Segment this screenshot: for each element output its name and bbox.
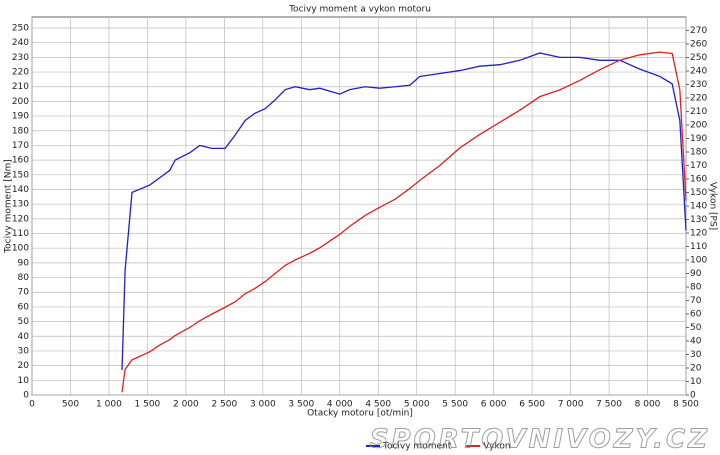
x-tick-label: 1 000 bbox=[96, 400, 122, 410]
y-tick-label: 40 bbox=[18, 332, 30, 342]
y2-tick-label: 150 bbox=[690, 188, 707, 198]
y2-tick-label: 90 bbox=[690, 269, 702, 279]
y2-tick-label: 270 bbox=[690, 26, 707, 36]
chart-title: Tocivy moment a vykon motoru bbox=[288, 5, 431, 15]
y-tick-label: 170 bbox=[12, 141, 29, 151]
y-tick-label: 60 bbox=[18, 302, 30, 312]
y2-tick-label: 50 bbox=[690, 323, 702, 333]
y-tick-label: 0 bbox=[23, 391, 29, 401]
y-tick-label: 240 bbox=[12, 38, 29, 48]
y2-tick-label: 30 bbox=[690, 350, 702, 360]
plot-area bbox=[31, 16, 687, 396]
y-tick-label: 220 bbox=[12, 68, 29, 78]
y-tick-label: 10 bbox=[18, 376, 30, 386]
y2-tick-label: 110 bbox=[690, 242, 707, 252]
y2-tick-label: 20 bbox=[690, 364, 702, 374]
y2-tick-label: 0 bbox=[690, 391, 696, 401]
x-tick-label: 5 000 bbox=[404, 400, 430, 410]
y-tick-label: 80 bbox=[18, 273, 30, 283]
y-tick-label: 180 bbox=[12, 126, 29, 136]
y2-tick-label: 10 bbox=[690, 377, 702, 387]
y2-tick-label: 250 bbox=[690, 53, 707, 63]
x-tick-label: 4 500 bbox=[365, 400, 391, 410]
y-tick-label: 250 bbox=[12, 24, 29, 34]
x-tick-label: 6 500 bbox=[519, 400, 545, 410]
x-tick-label: 4 000 bbox=[327, 400, 353, 410]
y2-tick-label: 70 bbox=[690, 296, 702, 306]
legend-label: Tocivy moment bbox=[382, 442, 452, 452]
y-tick-label: 30 bbox=[18, 346, 30, 356]
series-line bbox=[121, 52, 687, 371]
y-tick-label: 160 bbox=[12, 156, 29, 166]
x-tick-label: 0 bbox=[29, 400, 35, 410]
y2-tick-label: 240 bbox=[690, 67, 707, 77]
x-tick-label: 2 500 bbox=[211, 400, 237, 410]
y-tick-label: 150 bbox=[12, 170, 29, 180]
y2-tick-label: 60 bbox=[690, 310, 702, 320]
y-tick-label: 200 bbox=[12, 97, 29, 107]
y-tick-label: 90 bbox=[18, 258, 30, 268]
y2-tick-label: 200 bbox=[690, 121, 707, 131]
y2-tick-label: 80 bbox=[690, 283, 702, 293]
y2-tick-label: 260 bbox=[690, 40, 707, 50]
x-tick-label: 500 bbox=[62, 400, 79, 410]
x-tick-label: 5 500 bbox=[442, 400, 468, 410]
y2-tick-label: 210 bbox=[690, 107, 707, 117]
y-axis-label: Tocivy moment [Nm] bbox=[4, 159, 14, 254]
y2-tick-label: 230 bbox=[690, 80, 707, 90]
x-tick-label: 3 000 bbox=[250, 400, 276, 410]
y-tick-label: 120 bbox=[12, 214, 29, 224]
y2-tick-label: 220 bbox=[690, 94, 707, 104]
x-tick-label: 8 000 bbox=[635, 400, 661, 410]
y2-tick-label: 190 bbox=[690, 134, 707, 144]
x-tick-label: 8 500 bbox=[673, 400, 699, 410]
y-tick-label: 230 bbox=[12, 53, 29, 63]
y-tick-label: 110 bbox=[12, 229, 29, 239]
y2-tick-label: 180 bbox=[690, 148, 707, 158]
legend-label: Vykon bbox=[483, 442, 510, 452]
y2-tick-label: 130 bbox=[690, 215, 707, 225]
watermark: SPORTOVNIVOZY.CZ bbox=[370, 425, 710, 455]
y2-tick-label: 140 bbox=[690, 202, 707, 212]
y-tick-label: 210 bbox=[12, 82, 29, 92]
y-tick-label: 50 bbox=[18, 317, 30, 327]
x-tick-label: 6 000 bbox=[481, 400, 507, 410]
y2-axis-label: Vykon [PS] bbox=[708, 182, 718, 230]
y2-tick-label: 100 bbox=[690, 256, 707, 266]
series-line bbox=[121, 51, 687, 393]
y2-tick-label: 170 bbox=[690, 161, 707, 171]
y2-tick-label: 160 bbox=[690, 175, 707, 185]
x-axis-label: Otacky motoru [ot/min] bbox=[307, 409, 413, 419]
y-tick-label: 70 bbox=[18, 288, 30, 298]
y2-tick-label: 120 bbox=[690, 229, 707, 239]
x-tick-label: 2 000 bbox=[173, 400, 199, 410]
y-tick-label: 130 bbox=[12, 200, 29, 210]
y-tick-label: 20 bbox=[18, 361, 30, 371]
y-tick-label: 100 bbox=[12, 244, 29, 254]
x-tick-label: 1 500 bbox=[135, 400, 161, 410]
x-tick-label: 7 500 bbox=[596, 400, 622, 410]
y-tick-label: 140 bbox=[12, 185, 29, 195]
y-tick-label: 190 bbox=[12, 112, 29, 122]
y2-tick-label: 40 bbox=[690, 337, 702, 347]
x-tick-label: 3 500 bbox=[288, 400, 314, 410]
x-tick-label: 7 000 bbox=[558, 400, 584, 410]
